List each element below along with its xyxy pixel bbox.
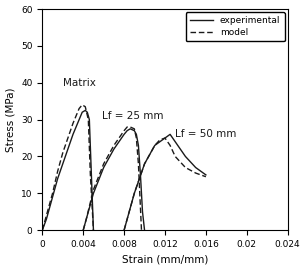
Legend: experimental, model: experimental, model — [186, 12, 285, 42]
Text: Lf = 25 mm: Lf = 25 mm — [102, 111, 163, 121]
Text: Lf = 50 mm: Lf = 50 mm — [175, 129, 237, 139]
Text: Matrix: Matrix — [63, 78, 96, 88]
Y-axis label: Stress (MPa): Stress (MPa) — [6, 87, 16, 152]
X-axis label: Strain (mm/mm): Strain (mm/mm) — [122, 254, 208, 264]
